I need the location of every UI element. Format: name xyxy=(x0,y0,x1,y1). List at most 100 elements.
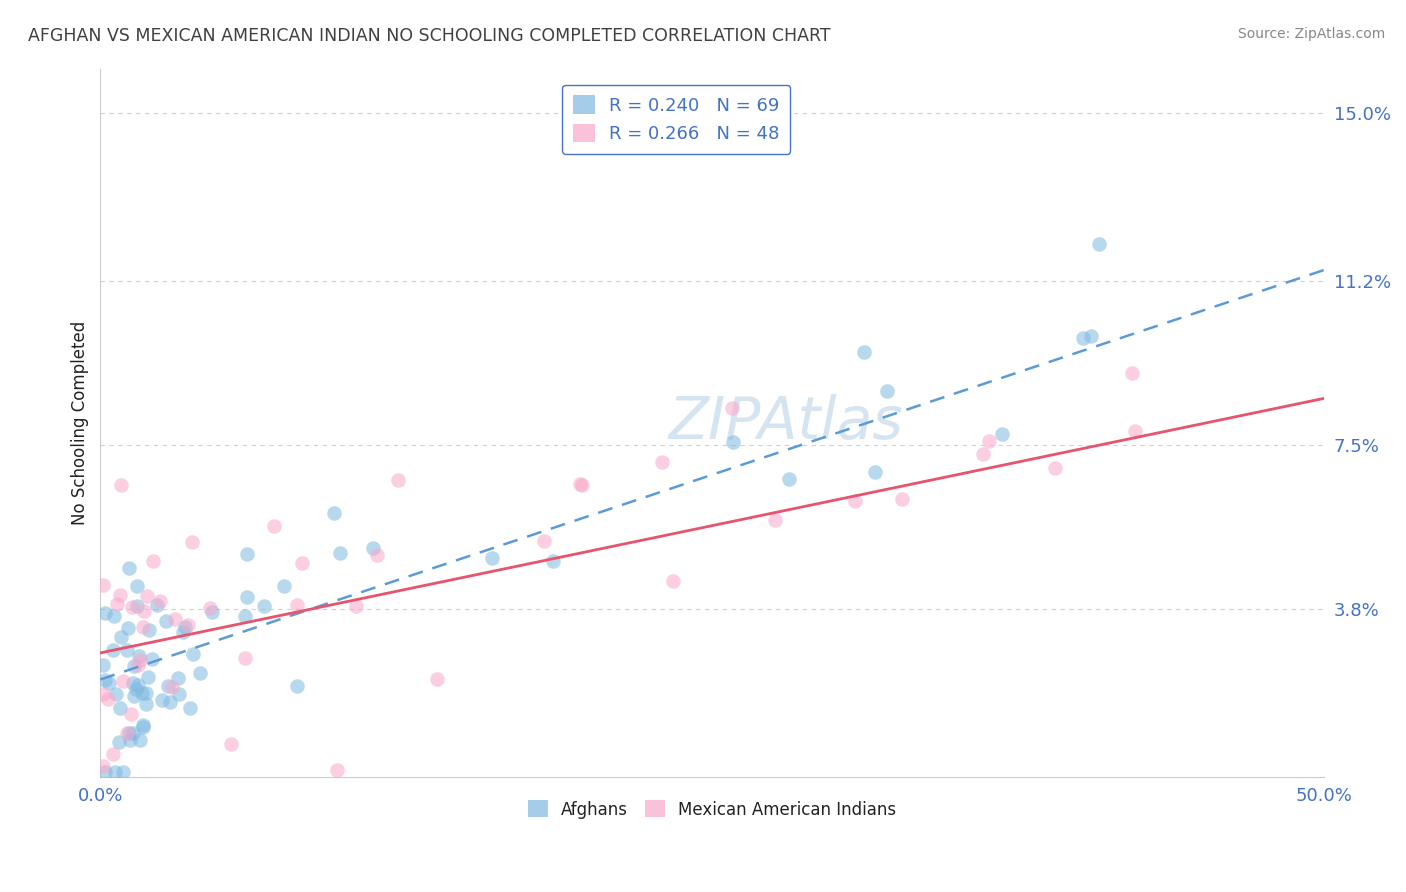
Point xyxy=(97,691,120,706)
Point xyxy=(134,604,156,618)
Point xyxy=(127,678,149,692)
Point xyxy=(128,648,150,663)
Point xyxy=(94,606,117,620)
Point xyxy=(122,726,145,740)
Point xyxy=(121,600,143,615)
Point xyxy=(118,725,141,739)
Point xyxy=(1071,331,1094,345)
Point xyxy=(865,465,887,479)
Point xyxy=(117,621,139,635)
Point xyxy=(94,673,117,688)
Point xyxy=(132,718,155,732)
Point xyxy=(174,620,197,634)
Point xyxy=(91,658,114,673)
Point xyxy=(177,618,200,632)
Point xyxy=(233,650,256,665)
Point xyxy=(167,671,190,685)
Point xyxy=(844,493,866,508)
Point xyxy=(179,701,201,715)
Point xyxy=(1121,366,1143,380)
Point xyxy=(876,384,898,398)
Point xyxy=(122,659,145,673)
Point xyxy=(127,657,149,672)
Point xyxy=(93,758,115,772)
Point xyxy=(662,574,685,588)
Point xyxy=(135,697,157,711)
Point xyxy=(132,620,155,634)
Point xyxy=(181,535,204,549)
Point xyxy=(104,765,127,780)
Point xyxy=(118,732,141,747)
Point xyxy=(112,765,135,780)
Point xyxy=(236,547,259,561)
Point xyxy=(721,435,744,450)
Point xyxy=(155,614,177,628)
Point xyxy=(165,612,187,626)
Point xyxy=(291,556,314,570)
Point xyxy=(127,579,149,593)
Point xyxy=(344,599,367,614)
Point xyxy=(253,599,276,613)
Point xyxy=(136,670,159,684)
Point xyxy=(108,701,131,715)
Point xyxy=(149,594,172,608)
Point xyxy=(853,344,876,359)
Point xyxy=(481,551,503,566)
Point xyxy=(120,706,142,721)
Point xyxy=(361,541,384,555)
Point xyxy=(571,478,593,492)
Point xyxy=(972,447,994,461)
Point xyxy=(127,599,149,613)
Point xyxy=(1088,236,1111,251)
Point xyxy=(115,643,138,657)
Point xyxy=(322,506,344,520)
Point xyxy=(201,605,224,619)
Point xyxy=(101,642,124,657)
Point xyxy=(131,686,153,700)
Point xyxy=(124,681,146,696)
Point xyxy=(150,693,173,707)
Point xyxy=(110,630,132,644)
Point xyxy=(156,679,179,693)
Point xyxy=(135,685,157,699)
Text: Source: ZipAtlas.com: Source: ZipAtlas.com xyxy=(1237,27,1385,41)
Point xyxy=(111,674,134,689)
Text: ZIPAtlas: ZIPAtlas xyxy=(668,394,903,451)
Point xyxy=(181,647,204,661)
Point xyxy=(138,623,160,637)
Point xyxy=(93,765,115,780)
Point xyxy=(128,653,150,667)
Point xyxy=(108,735,131,749)
Point xyxy=(167,687,190,701)
Point xyxy=(233,609,256,624)
Point xyxy=(891,491,914,506)
Point xyxy=(979,434,1001,448)
Point xyxy=(103,608,125,623)
Point xyxy=(236,590,259,604)
Point xyxy=(98,675,121,690)
Point xyxy=(366,548,388,562)
Point xyxy=(763,513,786,527)
Point xyxy=(426,672,449,686)
Point xyxy=(273,579,295,593)
Point xyxy=(188,666,211,681)
Point xyxy=(141,651,163,665)
Point xyxy=(569,476,592,491)
Point xyxy=(132,720,155,734)
Point xyxy=(162,680,184,694)
Point xyxy=(105,687,128,701)
Point xyxy=(285,679,308,693)
Point xyxy=(101,747,124,761)
Point xyxy=(117,725,139,739)
Point xyxy=(172,624,194,639)
Point xyxy=(778,472,800,486)
Point xyxy=(135,589,157,603)
Point xyxy=(219,737,242,751)
Point xyxy=(533,534,555,549)
Point xyxy=(142,554,165,568)
Point xyxy=(122,675,145,690)
Point xyxy=(91,578,114,592)
Point xyxy=(326,763,349,777)
Text: AFGHAN VS MEXICAN AMERICAN INDIAN NO SCHOOLING COMPLETED CORRELATION CHART: AFGHAN VS MEXICAN AMERICAN INDIAN NO SCH… xyxy=(28,27,831,45)
Point xyxy=(198,601,221,615)
